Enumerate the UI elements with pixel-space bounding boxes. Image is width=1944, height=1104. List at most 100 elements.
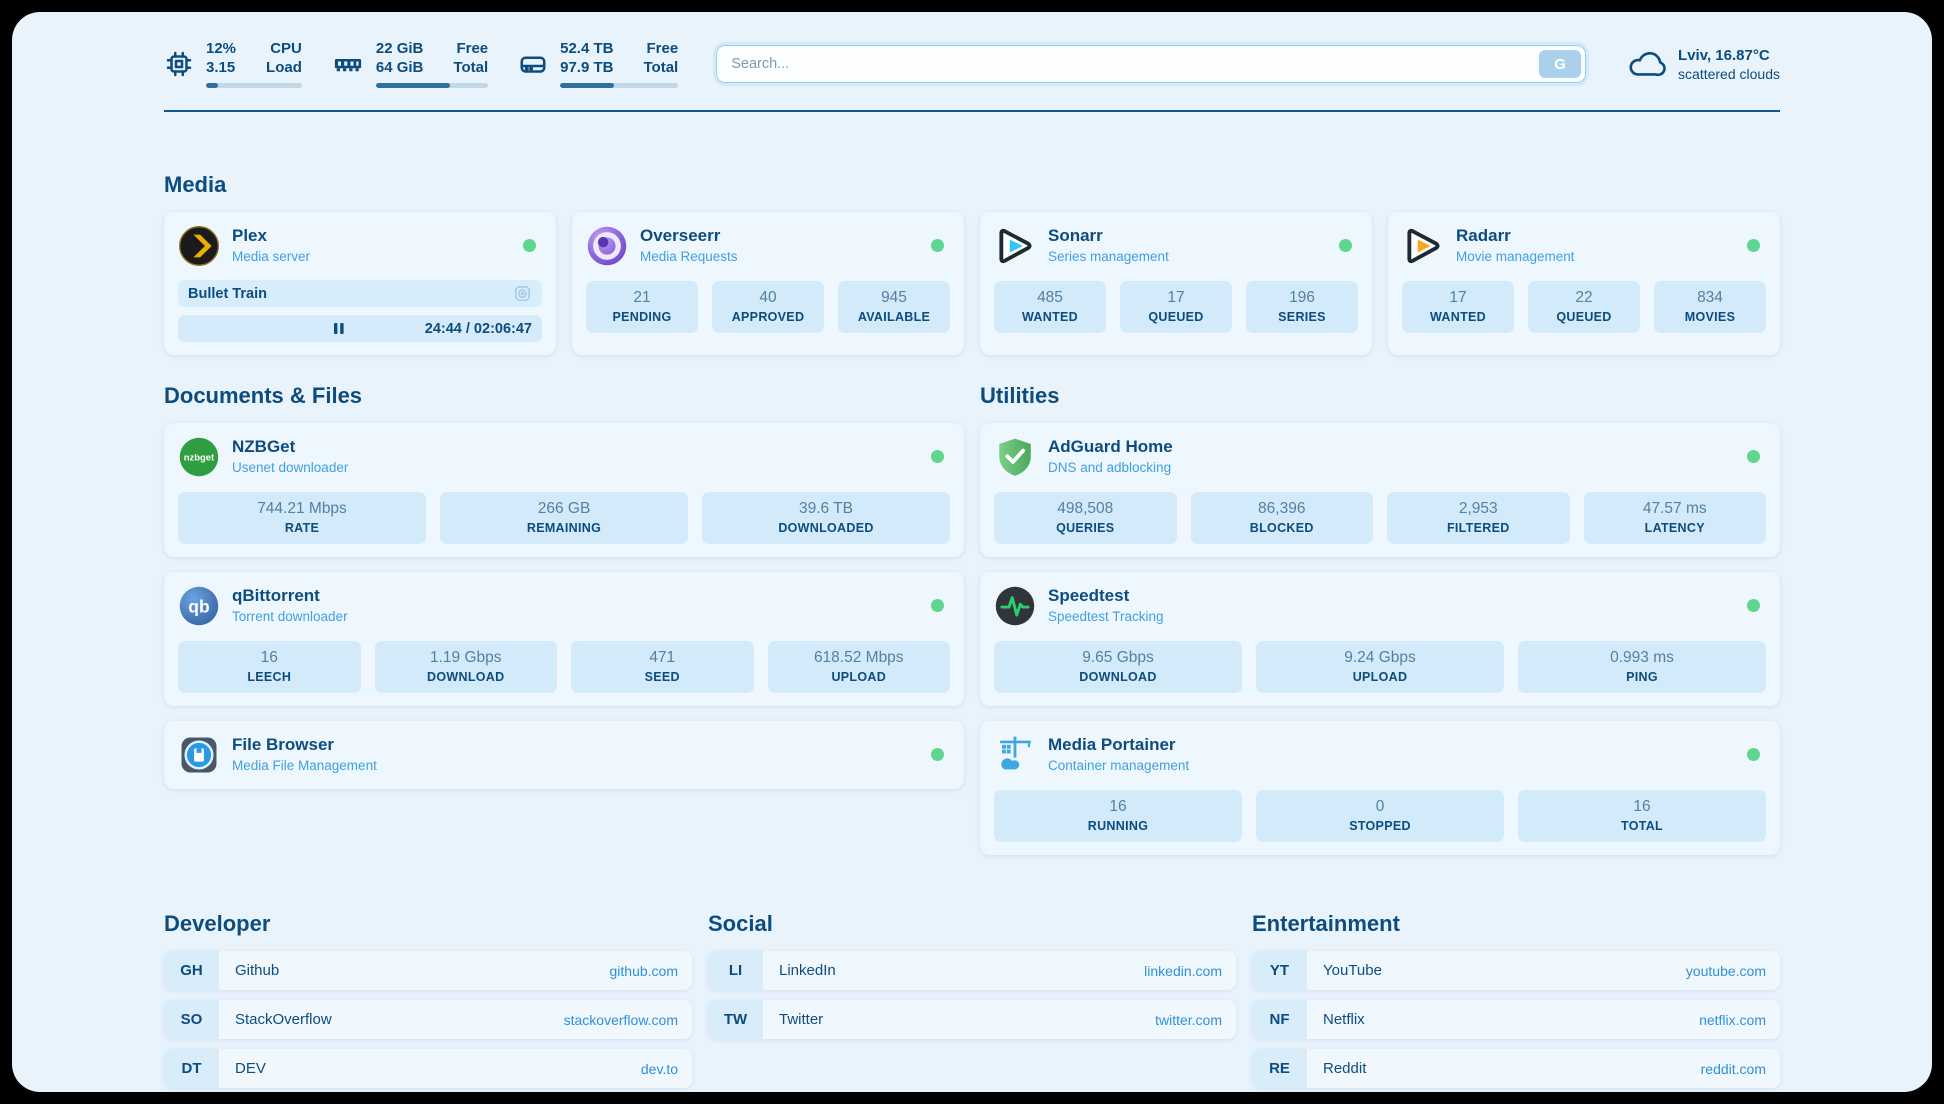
app-card-nzbget[interactable]: nzbget NZBGet Usenet downloader 744.21 M…	[164, 423, 964, 557]
link-name: DEV	[235, 1060, 266, 1077]
stat-filtered: 2,953 FILTERED	[1387, 492, 1570, 544]
link-twitter[interactable]: TW Twitter twitter.com	[708, 1000, 1236, 1039]
search-engine-button[interactable]: G	[1539, 50, 1582, 78]
stat-rate: 744.21 Mbps RATE	[178, 492, 426, 544]
section-title-media: Media	[164, 172, 227, 197]
link-stackoverflow[interactable]: SO StackOverflow stackoverflow.com	[164, 1000, 692, 1039]
status-dot	[523, 239, 536, 252]
link-url: reddit.com	[1700, 1060, 1766, 1077]
cpu-usage-value: 12%	[206, 40, 237, 58]
stat-stopped: 0 STOPPED	[1256, 790, 1504, 842]
section-entertainment: Entertainment YT YouTube youtube.com NF …	[1252, 911, 1780, 1088]
app-card-radarr[interactable]: Radarr Movie management 17 WANTED 22 QUEUE…	[1388, 212, 1780, 355]
stat-series: 196 SERIES	[1246, 281, 1358, 333]
link-dev[interactable]: DT DEV dev.to	[164, 1049, 692, 1088]
section-title-developer: Developer	[164, 911, 271, 936]
app-card-adguard[interactable]: AdGuard Home DNS and adblocking 498,508 Q…	[980, 423, 1780, 557]
link-name: YouTube	[1323, 962, 1382, 979]
link-name: StackOverflow	[235, 1011, 332, 1028]
ram-total-label: Total	[453, 59, 489, 76]
app-subtitle: Media server	[232, 249, 311, 265]
link-netflix[interactable]: NF Netflix netflix.com	[1252, 1000, 1780, 1039]
link-url: netflix.com	[1699, 1011, 1766, 1028]
status-dot	[931, 748, 944, 761]
stat-movies: 834 MOVIES	[1654, 281, 1766, 333]
stat-seed: 471 SEED	[571, 641, 754, 693]
disk-free-value: 52.4 TB	[560, 40, 614, 58]
search-input[interactable]	[717, 56, 1540, 72]
search-bar: G	[716, 45, 1587, 83]
ram-free-value: 22 GiB	[375, 40, 424, 58]
filebrowser-icon	[181, 737, 217, 773]
stat-remaining: 266 GB REMAINING	[440, 492, 688, 544]
ram-stat: 22 GiB 64 GiB Free Total	[332, 40, 489, 88]
app-subtitle: DNS and adblocking	[1048, 460, 1172, 476]
link-linkedin[interactable]: LI LinkedIn linkedin.com	[708, 951, 1236, 990]
top-bar: 12% 3.15 CPU Load 22 GiB 64 GiB Free Total	[164, 34, 1780, 94]
link-url: stackoverflow.com	[563, 1011, 678, 1028]
system-stats: 12% 3.15 CPU Load 22 GiB 64 GiB Free Total	[164, 40, 679, 88]
link-tag: YT	[1252, 951, 1307, 990]
link-name: LinkedIn	[779, 962, 836, 979]
playback-progress: 24:44 / 02:06:47	[178, 315, 542, 342]
cpu-stat: 12% 3.15 CPU Load	[164, 40, 302, 88]
status-dot	[1747, 239, 1760, 252]
now-playing-title: Bullet Train	[188, 285, 267, 302]
section-title-entertainment: Entertainment	[1252, 911, 1400, 936]
stat-download: 1.19 Gbps DOWNLOAD	[374, 641, 557, 693]
app-subtitle: Torrent downloader	[232, 609, 348, 625]
link-github[interactable]: GH Github github.com	[164, 951, 692, 990]
link-url: linkedin.com	[1144, 962, 1222, 979]
section-title-utilities: Utilities	[980, 383, 1060, 408]
ram-free-label: Free	[456, 40, 489, 58]
dashboard-page: 12% 3.15 CPU Load 22 GiB 64 GiB Free Total	[12, 12, 1932, 1092]
cpu-progress-bar	[206, 82, 302, 88]
link-tag: TW	[708, 1000, 763, 1039]
section-developer: Developer GH Github github.com SO StackO…	[164, 911, 692, 1088]
cpu-label: CPU	[270, 40, 302, 58]
app-card-speedtest[interactable]: Speedtest Speedtest Tracking 9.65 Gbps DO…	[980, 572, 1780, 706]
playback-time: 24:44 / 02:06:47	[424, 320, 532, 337]
app-card-qbittorrent[interactable]: qb qBittorrent Torrent downloader 16 LEEC…	[164, 572, 964, 706]
app-title: qBittorrent	[232, 586, 320, 605]
link-tag: SO	[164, 1000, 219, 1039]
nzbget-icon: nzbget	[179, 437, 219, 477]
disk-icon	[520, 56, 546, 73]
ram-progress-bar	[375, 82, 489, 88]
ram-total-value: 64 GiB	[375, 59, 424, 76]
stat-queued: 22 QUEUED	[1528, 281, 1640, 333]
stat-queued: 17 QUEUED	[1120, 281, 1232, 333]
stat-wanted: 485 WANTED	[994, 281, 1106, 333]
app-card-filebrowser[interactable]: File Browser Media File Management	[164, 721, 964, 789]
qbittorrent-icon: qb	[179, 586, 219, 626]
status-dot	[1747, 599, 1760, 612]
app-card-plex[interactable]: Plex Media server Bullet Train 24:44 / 0…	[164, 212, 556, 355]
app-title: Sonarr	[1048, 226, 1103, 245]
cpu-icon	[166, 51, 192, 77]
link-name: Twitter	[779, 1011, 824, 1028]
app-card-portainer[interactable]: Media Portainer Container management 16 R…	[980, 721, 1780, 855]
section-media: Media Plex Media server Bullet Train	[164, 172, 1780, 355]
link-url: github.com	[609, 962, 678, 979]
app-card-sonarr[interactable]: Sonarr Series management 485 WANTED 17 QUE…	[980, 212, 1372, 355]
adguard-icon	[999, 438, 1031, 476]
disk-total-label: Total	[643, 59, 679, 76]
link-url: twitter.com	[1155, 1011, 1222, 1028]
stat-wanted: 17 WANTED	[1402, 281, 1514, 333]
app-title: Overseerr	[640, 226, 721, 245]
plex-icon	[179, 226, 219, 266]
link-reddit[interactable]: RE Reddit reddit.com	[1252, 1049, 1780, 1088]
section-title-social: Social	[708, 911, 773, 936]
sonarr-icon	[999, 228, 1032, 264]
cpu-load-value: 3.15	[206, 59, 236, 76]
speedtest-icon	[995, 586, 1035, 626]
disk-stat: 52.4 TB 97.9 TB Free Total	[518, 40, 679, 88]
cpu-load-label: Load	[266, 59, 302, 76]
svg-text:nzbget: nzbget	[184, 453, 215, 464]
link-name: Github	[235, 962, 280, 979]
section-utilities: Utilities AdGuard Home DNS and adblockin…	[980, 383, 1780, 855]
stat-blocked: 86,396 BLOCKED	[1190, 492, 1373, 544]
app-card-overseerr[interactable]: Overseerr Media Requests 21 PENDING 40 APP…	[572, 212, 964, 355]
app-subtitle: Container management	[1048, 758, 1190, 774]
link-youtube[interactable]: YT YouTube youtube.com	[1252, 951, 1780, 990]
